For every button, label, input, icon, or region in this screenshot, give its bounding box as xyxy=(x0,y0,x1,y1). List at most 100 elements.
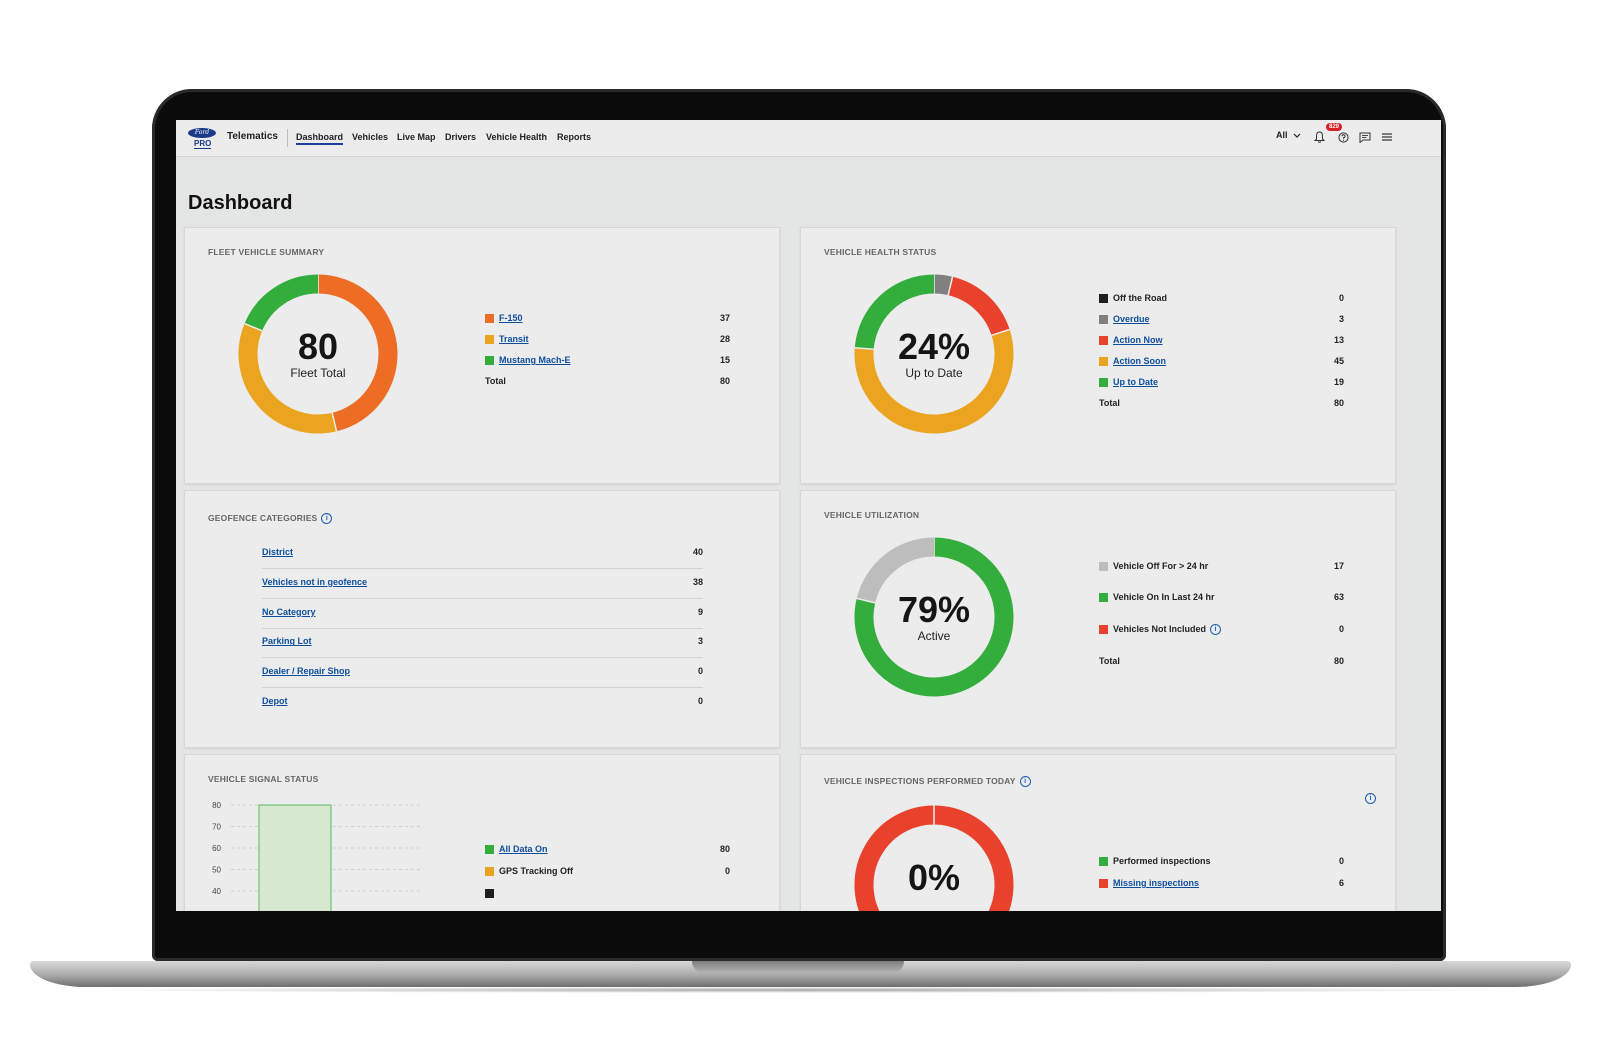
vehicle-signal-bar-chart: 80 70 60 50 40 xyxy=(212,801,421,911)
list-item[interactable]: Parking Lot 3 xyxy=(262,629,703,659)
donut-slice-missing-inspections xyxy=(854,805,1014,911)
geofence-link[interactable]: District xyxy=(262,547,294,557)
donut-slice-separator xyxy=(991,328,1010,337)
y-tick-label: 60 xyxy=(212,844,221,853)
card-title-text: GEOFENCE CATEGORIES xyxy=(208,513,318,523)
geofence-link[interactable]: Depot xyxy=(262,696,288,706)
nav-item-live-map[interactable]: Live Map xyxy=(397,132,436,142)
total-label: Total xyxy=(485,376,506,386)
donut-slice-f-150 xyxy=(317,274,398,432)
menu-icon xyxy=(1382,133,1392,141)
legend-value: 0 xyxy=(724,866,730,876)
legend-value: 28 xyxy=(719,334,730,344)
y-tick-label: 70 xyxy=(212,823,221,832)
donut-center: 79% Active xyxy=(854,591,1014,644)
up-to-date-percent: 24% xyxy=(897,326,971,367)
legend-swatch xyxy=(1099,593,1108,602)
legend-link[interactable]: Action Now xyxy=(1113,335,1163,345)
donut-center: 80 Fleet Total xyxy=(238,328,398,381)
legend-label-text: Vehicles Not Included xyxy=(1113,624,1207,634)
legend-row-up-to-date[interactable]: Up to Date 19 xyxy=(1099,376,1349,390)
legend-link[interactable]: Action Soon xyxy=(1113,356,1166,366)
donut-slice-action-now xyxy=(947,276,1010,336)
nav-item-dashboard[interactable]: Dashboard xyxy=(296,132,344,145)
legend-link[interactable]: Up to Date xyxy=(1113,377,1158,387)
legend-value: 3 xyxy=(1338,314,1344,324)
legend-link[interactable]: Mustang Mach-E xyxy=(499,355,571,365)
card-title: VEHICLE INSPECTIONS PERFORMED TODAY i xyxy=(824,776,1031,788)
legend-row-transit[interactable]: Transit 28 xyxy=(485,333,735,347)
legend-row-missing[interactable]: Missing inspections 6 xyxy=(1099,877,1349,891)
legend-label: Vehicles Not Included i xyxy=(1113,624,1222,636)
legend-row-vehicle-off: Vehicle Off For > 24 hr 17 xyxy=(1099,560,1349,574)
donut-slice-separator xyxy=(854,347,874,351)
legend-swatch xyxy=(485,867,494,876)
legend-link[interactable]: Transit xyxy=(499,334,529,344)
legend-swatch xyxy=(485,356,494,365)
geofence-link[interactable]: No Category xyxy=(262,606,316,617)
legend-link[interactable]: Overdue xyxy=(1113,314,1150,324)
donut-slice-vehicle-on-in-last-24-hr xyxy=(854,537,1014,697)
legend-value: 80 xyxy=(719,844,730,854)
legend-row-all-data-on[interactable]: All Data On 80 xyxy=(485,843,735,857)
ford-pro-logo[interactable]: Ford PRO xyxy=(188,128,216,150)
inspections-percent: 0% xyxy=(907,857,961,898)
chat-icon xyxy=(1359,132,1371,143)
legend-swatch xyxy=(485,889,494,898)
geofence-link[interactable]: Vehicles not in geofence xyxy=(262,576,368,587)
help-button[interactable] xyxy=(1336,130,1350,144)
list-item[interactable]: District 40 xyxy=(262,540,703,569)
list-item[interactable]: Depot 0 xyxy=(262,689,703,717)
legend-value: 0 xyxy=(1338,856,1344,866)
total-label: Total xyxy=(1099,398,1120,408)
nav-divider xyxy=(287,129,288,147)
donut-slice-separator xyxy=(856,597,876,604)
legend-label: Off the Road xyxy=(1113,293,1167,303)
legend-row-gps-tracking-off: GPS Tracking Off 0 xyxy=(485,865,735,879)
active-label: Active xyxy=(917,629,951,643)
vehicle-inspections-donut-chart xyxy=(854,805,1014,911)
info-icon[interactable]: i xyxy=(321,513,333,525)
info-icon[interactable]: i xyxy=(1210,624,1222,636)
legend-row-f150[interactable]: F-150 37 xyxy=(485,312,735,326)
legend-row-partial xyxy=(485,887,735,901)
legend-row-overdue[interactable]: Overdue 3 xyxy=(1099,313,1349,327)
info-icon[interactable]: i xyxy=(1019,776,1031,788)
notifications-button[interactable] xyxy=(1312,130,1326,144)
legend-row-mustang-mach-e[interactable]: Mustang Mach-E 15 xyxy=(485,354,735,368)
legend-value: 0 xyxy=(1338,293,1344,303)
nav-item-drivers[interactable]: Drivers xyxy=(445,132,477,142)
geofence-link[interactable]: Parking Lot xyxy=(262,636,312,647)
list-item[interactable]: Vehicles not in geofence 38 xyxy=(262,570,703,599)
legend-row-not-included: Vehicles Not Included i 0 xyxy=(1099,623,1349,637)
legend-swatch xyxy=(1099,378,1108,387)
donut-slice-action-soon xyxy=(854,329,1014,434)
page-title: Dashboard xyxy=(188,192,293,214)
geofence-count: 3 xyxy=(697,636,703,647)
bar-all-data-on[interactable] xyxy=(258,804,332,911)
legend-link[interactable]: Missing inspections xyxy=(1113,878,1200,888)
list-item[interactable]: No Category 9 xyxy=(262,600,703,629)
bell-icon xyxy=(1313,131,1325,143)
nav-item-vehicles[interactable]: Vehicles xyxy=(352,132,389,142)
legend-label: Vehicle On In Last 24 hr xyxy=(1113,592,1215,602)
legend-value: 17 xyxy=(1333,561,1344,571)
main-menu-button[interactable] xyxy=(1380,130,1394,144)
geofence-count: 40 xyxy=(692,547,703,557)
legend-swatch xyxy=(1099,857,1108,866)
list-item[interactable]: Dealer / Repair Shop 0 xyxy=(262,659,703,689)
legend-row-action-now[interactable]: Action Now 13 xyxy=(1099,334,1349,348)
nav-item-reports[interactable]: Reports xyxy=(557,132,592,142)
fleet-filter-dropdown[interactable]: All xyxy=(1276,130,1301,140)
info-icon[interactable]: i xyxy=(1365,793,1376,804)
legend-link[interactable]: F-150 xyxy=(499,313,523,323)
legend-swatch xyxy=(485,845,494,854)
geofence-link[interactable]: Dealer / Repair Shop xyxy=(262,666,351,677)
messages-button[interactable] xyxy=(1358,130,1372,144)
y-tick-label: 50 xyxy=(212,866,221,875)
legend-row-performed: Performed inspections 0 xyxy=(1099,855,1349,869)
total-value: 80 xyxy=(1333,398,1344,408)
legend-row-action-soon[interactable]: Action Soon 45 xyxy=(1099,355,1349,369)
nav-item-vehicle-health[interactable]: Vehicle Health xyxy=(486,132,548,142)
legend-link[interactable]: All Data On xyxy=(499,844,548,854)
